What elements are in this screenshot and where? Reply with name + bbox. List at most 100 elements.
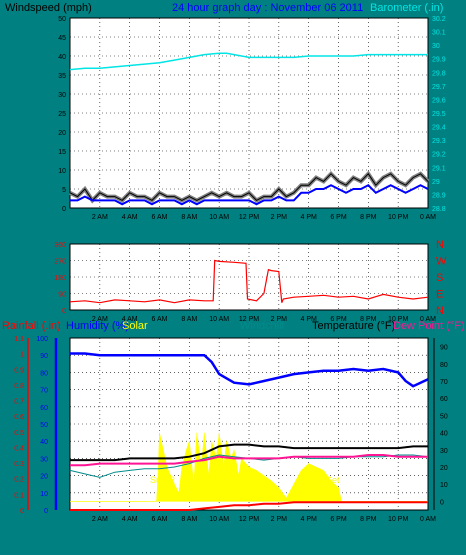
x-tick-label: 4 PM: [300, 516, 317, 523]
humidity-y-tick: 50: [40, 422, 48, 429]
x-tick-label: 0 AM: [420, 316, 436, 323]
humidity-series: [70, 352, 429, 388]
compass-y-tick: E: [436, 289, 443, 301]
x-tick-label: 8 PM: [360, 316, 377, 323]
x-tick-label: 12 PM: [239, 516, 259, 523]
x-tick-label: 6 AM: [152, 214, 168, 221]
data-series: [69, 52, 430, 511]
graph-title: 24 hour graph day : November 06 2011: [172, 2, 363, 14]
x-tick-label: 2 AM: [92, 316, 108, 323]
barometer-y-tick: 29.3: [432, 138, 446, 145]
x-tick-label: 6 AM: [152, 316, 168, 323]
barometer-y-tick: 29.6: [432, 97, 446, 104]
direction-y-tick: 180: [54, 275, 66, 282]
sunrise-label: Sun R: [150, 475, 176, 485]
rainfall-y-tick: 1.1: [14, 336, 24, 343]
barometer-y-tick: 29.7: [432, 84, 446, 91]
temperature-y-tick: 90: [440, 345, 448, 352]
direction-y-tick: 270: [54, 259, 66, 266]
temperature-y-tick: 0: [440, 499, 444, 506]
windspeed-y-tick: 30: [58, 92, 66, 99]
barometer-y-tick: 29.1: [432, 165, 446, 172]
humidity-y-tick: 80: [40, 370, 48, 377]
x-tick-label: 6 PM: [330, 316, 347, 323]
x-tick-label: 10 PM: [388, 214, 408, 221]
x-tick-label: 4 AM: [122, 214, 138, 221]
barometer-y-tick: 29: [432, 179, 440, 186]
rainfall-y-tick: 0.9: [14, 367, 24, 374]
x-tick-label: 10 AM: [209, 214, 229, 221]
compass-y-tick: N: [436, 305, 444, 317]
barometer-y-tick: 30.2: [432, 16, 446, 23]
direction-y-tick: 360: [54, 242, 66, 249]
barometer-y-tick: 29.4: [432, 125, 446, 132]
temperature-y-tick: 50: [440, 413, 448, 420]
axis-ticks: 2 AM 4 AM 6 AM 8 AM 10 AM 12 PM 2 PM 4 PM 6 PM 8 …: [14, 16, 448, 523]
windspeed-y-tick: 20: [58, 130, 66, 137]
dewpoint-series: [70, 454, 428, 467]
x-tick-label: 6 PM: [330, 516, 347, 523]
rainfall-y-tick: 0.1: [14, 492, 24, 499]
humidity-y-tick: 60: [40, 405, 48, 412]
barometer-y-tick: 29.8: [432, 70, 446, 77]
windspeed-y-tick: 5: [62, 187, 66, 194]
x-tick-label: 4 AM: [122, 316, 138, 323]
x-tick-label: 4 PM: [300, 316, 317, 323]
barometer-y-tick: 29.5: [432, 111, 446, 118]
barometer-y-tick: 30: [432, 43, 440, 50]
humidity-y-tick: 10: [40, 491, 48, 498]
x-tick-label: 10 PM: [388, 516, 408, 523]
windspeed-y-tick: 10: [58, 168, 66, 175]
x-tick-label: 2 AM: [92, 214, 108, 221]
temperature-y-tick: 70: [440, 379, 448, 386]
barometer-axis-label: Barometer (.in): [370, 2, 443, 14]
windchill-axis-label: Windchill: [240, 320, 284, 332]
windspeed-y-tick: 25: [58, 111, 66, 118]
rainfall-series: [70, 501, 428, 511]
humidity-y-tick: 100: [36, 336, 48, 343]
x-tick-label: 4 PM: [300, 214, 317, 221]
x-tick-label: 10 PM: [388, 316, 408, 323]
temperature-y-tick: 20: [440, 465, 448, 472]
x-tick-label: 6 PM: [330, 214, 347, 221]
x-tick-label: 0 AM: [420, 214, 436, 221]
solar-series: [70, 432, 428, 502]
barometer-y-tick: 30.1: [432, 30, 446, 37]
x-tick-label: 2 AM: [92, 516, 108, 523]
windspeed-average-series: [70, 183, 429, 206]
x-tick-label: 2 PM: [271, 316, 288, 323]
temperature-y-tick: 80: [440, 362, 448, 369]
windspeed-y-tick: 35: [58, 73, 66, 80]
x-tick-label: 12 PM: [239, 214, 259, 221]
barometer-y-tick: 28.8: [432, 206, 446, 213]
x-tick-label: 8 AM: [181, 316, 197, 323]
windspeed-series: [69, 173, 429, 202]
barometer-y-tick: 28.9: [432, 192, 446, 199]
humidity-y-tick: 70: [40, 388, 48, 395]
temperature-y-tick: 10: [440, 482, 448, 489]
direction-y-tick: 0: [62, 308, 66, 315]
windspeed-y-tick: 0: [62, 206, 66, 213]
wind-direction-series: [69, 259, 429, 304]
sunset-label: Set: [326, 475, 340, 485]
x-tick-label: 2 PM: [271, 516, 288, 523]
x-tick-label: 12 PM: [239, 316, 259, 323]
rainfall-y-tick: 0.4: [14, 445, 24, 452]
temperature-y-tick: 60: [440, 396, 448, 403]
windspeed-y-tick: 15: [58, 149, 66, 156]
x-tick-label: 10 AM: [209, 516, 229, 523]
x-tick-label: 10 AM: [209, 316, 229, 323]
rainfall-y-tick: 0.7: [14, 399, 24, 406]
x-tick-label: 4 AM: [122, 516, 138, 523]
temperature-y-tick: 40: [440, 431, 448, 438]
x-tick-label: 8 PM: [360, 516, 377, 523]
rainfall-y-tick: 1: [20, 352, 24, 359]
x-tick-label: 8 PM: [360, 214, 377, 221]
barometer-y-tick: 29.2: [432, 152, 446, 159]
x-tick-label: 8 AM: [181, 516, 197, 523]
humidity-y-tick: 90: [40, 353, 48, 360]
direction-y-tick: 90: [58, 292, 66, 299]
humidity-y-tick: 0: [44, 508, 48, 515]
